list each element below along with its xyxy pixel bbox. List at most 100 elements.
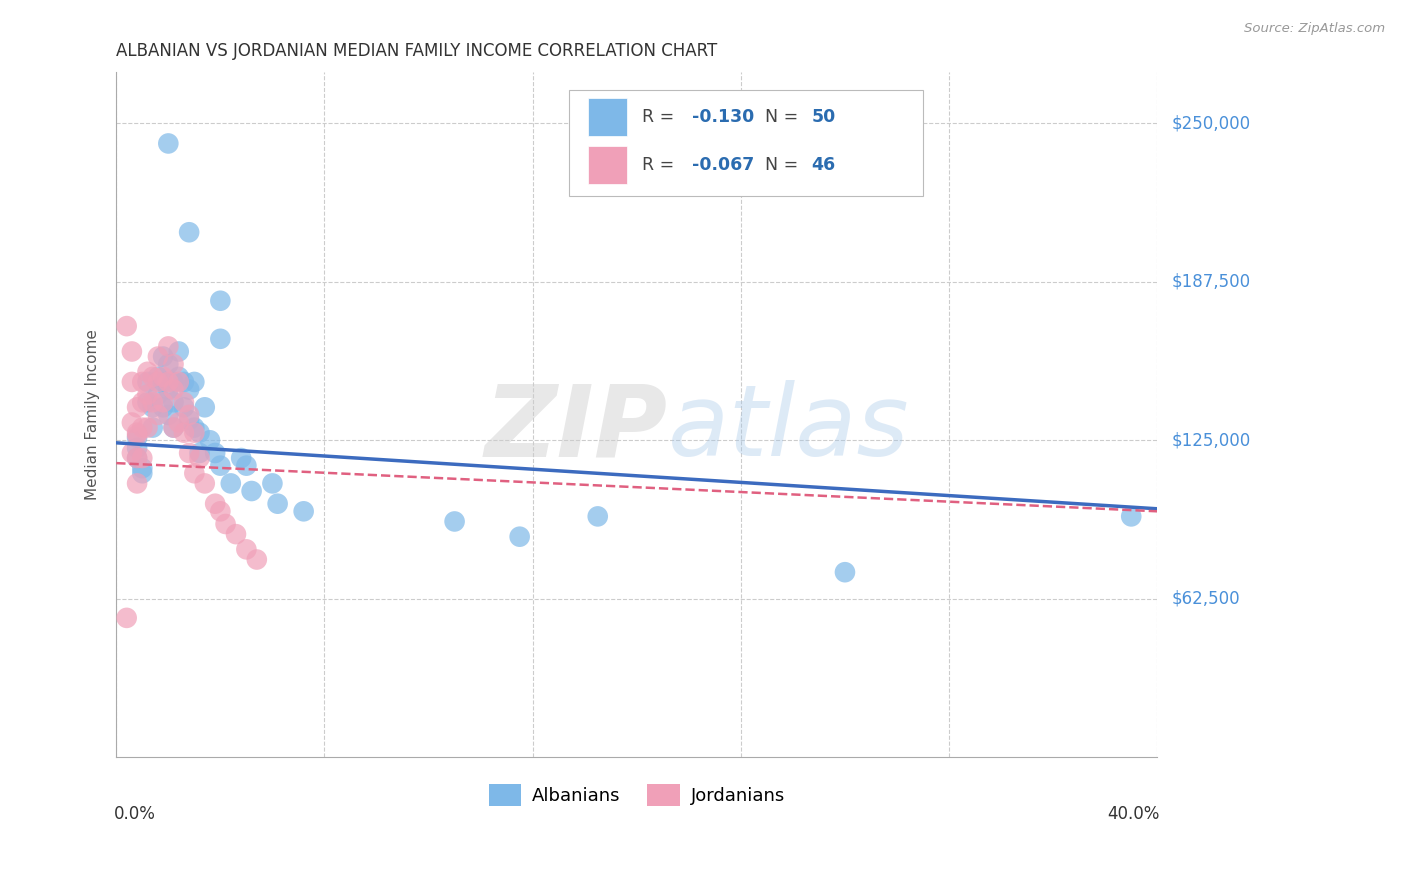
Point: [183, 375, 205, 389]
Point: [127, 428, 149, 442]
Point: [136, 395, 159, 409]
Point: [231, 450, 253, 465]
Point: [152, 401, 174, 415]
Bar: [588, 146, 627, 184]
Point: [115, 611, 138, 625]
Point: [167, 416, 190, 430]
Point: [146, 375, 169, 389]
Point: [131, 375, 153, 389]
Point: [188, 425, 211, 440]
Point: [127, 441, 149, 455]
FancyBboxPatch shape: [569, 89, 922, 195]
Point: [121, 375, 143, 389]
Text: ALBANIAN VS JORDANIAN MEDIAN FAMILY INCOME CORRELATION CHART: ALBANIAN VS JORDANIAN MEDIAN FAMILY INCO…: [117, 42, 717, 60]
Legend: Albanians, Jordanians: Albanians, Jordanians: [481, 777, 792, 814]
Text: atlas: atlas: [668, 380, 910, 477]
Point: [1121, 509, 1143, 524]
Point: [131, 420, 153, 434]
Point: [127, 431, 149, 445]
Point: [179, 225, 201, 239]
Point: [121, 446, 143, 460]
Point: [121, 416, 143, 430]
Text: 0.0%: 0.0%: [114, 805, 156, 823]
Point: [240, 483, 263, 498]
Point: [136, 365, 159, 379]
Point: [209, 293, 232, 308]
Text: $62,500: $62,500: [1171, 590, 1240, 607]
Point: [246, 552, 269, 566]
Text: -0.067: -0.067: [692, 156, 754, 174]
Text: 46: 46: [811, 156, 835, 174]
Point: [142, 420, 165, 434]
Point: [127, 425, 149, 440]
Point: [173, 401, 195, 415]
Point: [167, 369, 190, 384]
Point: [146, 350, 169, 364]
Point: [157, 375, 180, 389]
Point: [162, 420, 184, 434]
Point: [179, 413, 201, 427]
Point: [292, 504, 315, 518]
Point: [183, 420, 205, 434]
Point: [136, 420, 159, 434]
Point: [209, 504, 232, 518]
Point: [157, 136, 180, 151]
Point: [146, 369, 169, 384]
Point: [127, 401, 149, 415]
Point: [235, 458, 257, 473]
Point: [131, 450, 153, 465]
Point: [115, 319, 138, 334]
Point: [194, 401, 217, 415]
Point: [167, 375, 190, 389]
Text: N =: N =: [765, 156, 804, 174]
Point: [194, 476, 217, 491]
Point: [179, 383, 201, 397]
Point: [183, 425, 205, 440]
Point: [157, 357, 180, 371]
Point: [586, 509, 609, 524]
Point: [152, 395, 174, 409]
Point: [209, 332, 232, 346]
Point: [198, 434, 221, 448]
Point: [834, 565, 856, 579]
Text: $125,000: $125,000: [1171, 432, 1250, 450]
Point: [146, 408, 169, 422]
Point: [152, 369, 174, 384]
Point: [262, 476, 284, 491]
Point: [146, 387, 169, 401]
Point: [204, 497, 226, 511]
Point: [443, 515, 465, 529]
Point: [162, 420, 184, 434]
Text: $250,000: $250,000: [1171, 114, 1250, 132]
Point: [127, 476, 149, 491]
Point: [179, 408, 201, 422]
Point: [131, 467, 153, 481]
Y-axis label: Median Family Income: Median Family Income: [86, 329, 100, 500]
Point: [157, 408, 180, 422]
Point: [152, 350, 174, 364]
Point: [162, 375, 184, 389]
Point: [142, 369, 165, 384]
Point: [266, 497, 288, 511]
Point: [209, 458, 232, 473]
Text: R =: R =: [643, 108, 679, 126]
Text: ZIP: ZIP: [485, 380, 668, 477]
Point: [131, 395, 153, 409]
Point: [152, 375, 174, 389]
Point: [162, 357, 184, 371]
Point: [173, 395, 195, 409]
Point: [179, 446, 201, 460]
Point: [188, 450, 211, 465]
Text: -0.130: -0.130: [692, 108, 754, 126]
Point: [142, 401, 165, 415]
Point: [173, 425, 195, 440]
Bar: [588, 98, 627, 136]
Point: [162, 383, 184, 397]
Point: [235, 542, 257, 557]
Point: [173, 375, 195, 389]
Point: [214, 516, 236, 531]
Text: $187,500: $187,500: [1171, 273, 1250, 291]
Point: [509, 530, 531, 544]
Point: [219, 476, 242, 491]
Text: Source: ZipAtlas.com: Source: ZipAtlas.com: [1244, 22, 1385, 36]
